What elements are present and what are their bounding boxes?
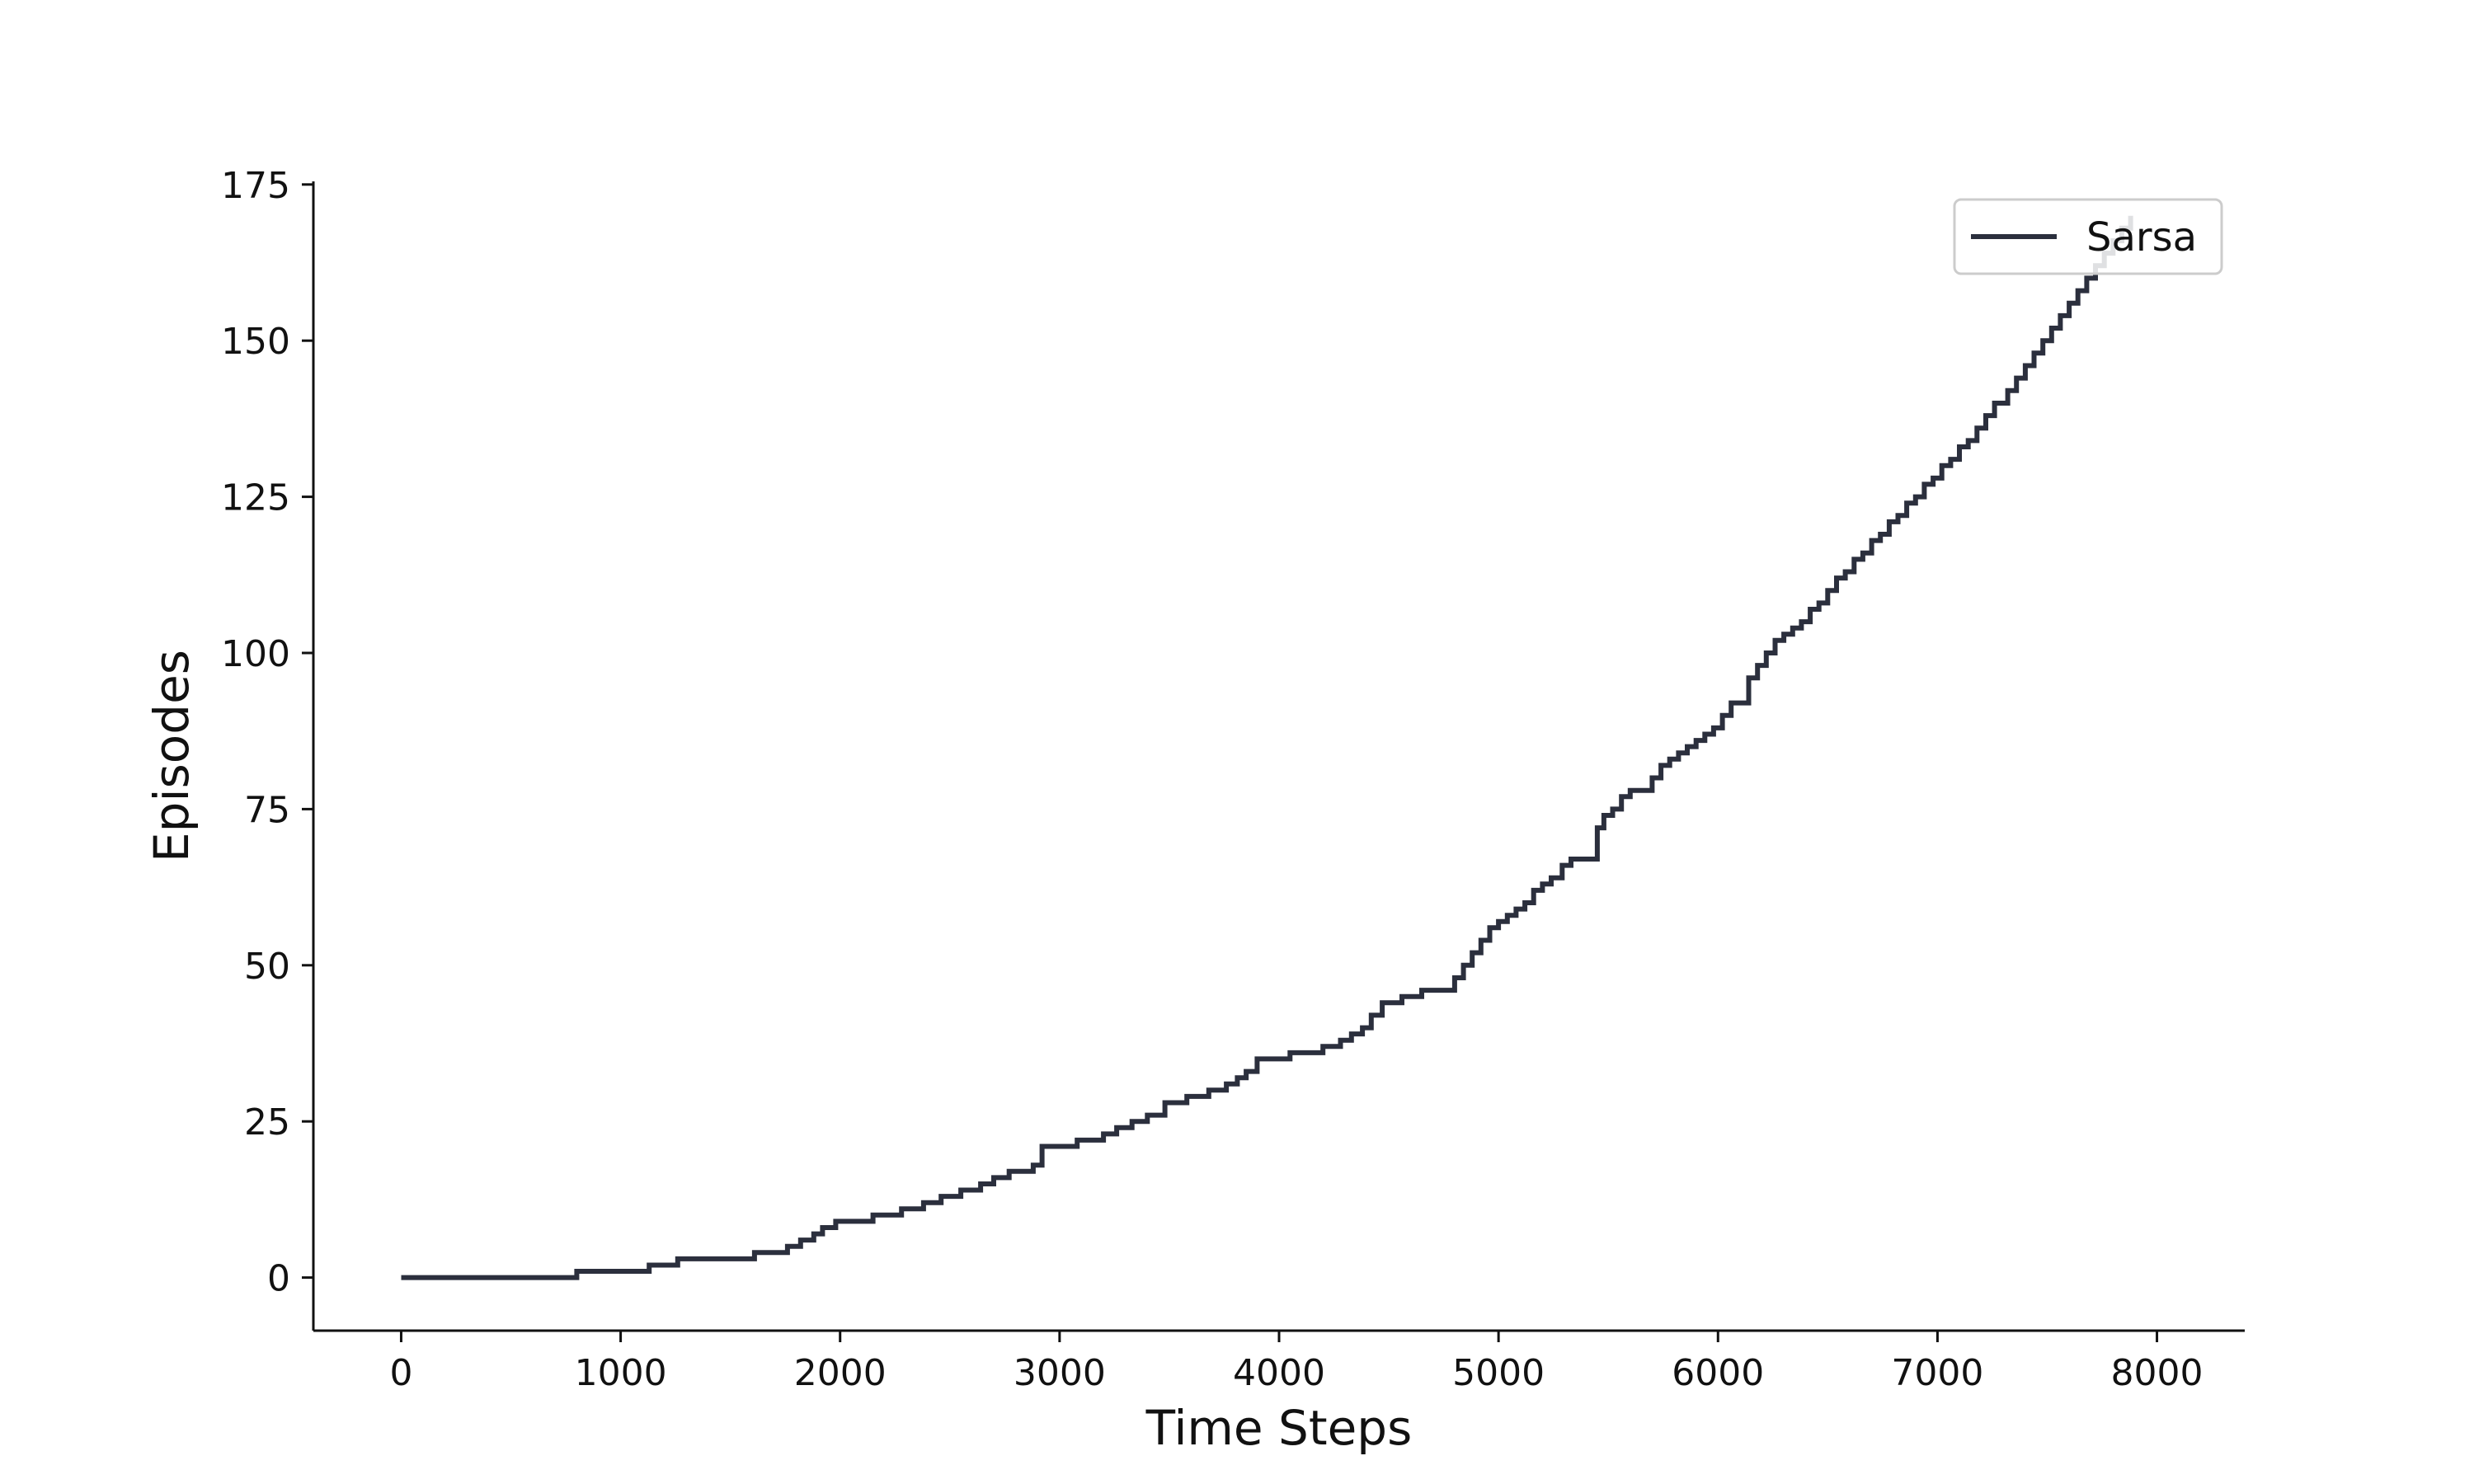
legend-box (1953, 198, 2223, 275)
x-tick-label: 7000 (1891, 1352, 1983, 1394)
plot-area (401, 215, 2133, 1280)
y-tick-label: 100 (221, 633, 290, 675)
x-tick-label: 6000 (1672, 1352, 1764, 1394)
y-tick-label: 125 (221, 477, 290, 519)
x-tick-label: 8000 (2111, 1352, 2204, 1394)
x-axis-title: Time Steps (1145, 1400, 1413, 1456)
series-line-sarsa (401, 215, 2133, 1280)
x-tick-label: 4000 (1233, 1352, 1325, 1394)
y-tick-label: 25 (244, 1101, 290, 1144)
x-tick-label: 2000 (794, 1352, 887, 1394)
y-tick-label: 0 (267, 1258, 290, 1300)
legend: Sarsa (1953, 198, 2223, 275)
legend-label: Sarsa (2086, 214, 2197, 261)
axes: 0 1000 2000 3000 4000 5000 6000 7000 8000 0 25 50 75… (221, 165, 2245, 1394)
y-axis-title: Episodes (143, 650, 200, 862)
y-tick-label: 75 (244, 789, 290, 831)
x-tick-label: 5000 (1452, 1352, 1545, 1394)
y-tick-label: 50 (244, 946, 290, 988)
x-tick-label: 1000 (575, 1352, 667, 1394)
x-tick-label: 0 (389, 1352, 412, 1394)
x-tick-label: 3000 (1014, 1352, 1106, 1394)
y-tick-label: 150 (221, 321, 290, 363)
y-tick-label: 175 (221, 165, 290, 207)
